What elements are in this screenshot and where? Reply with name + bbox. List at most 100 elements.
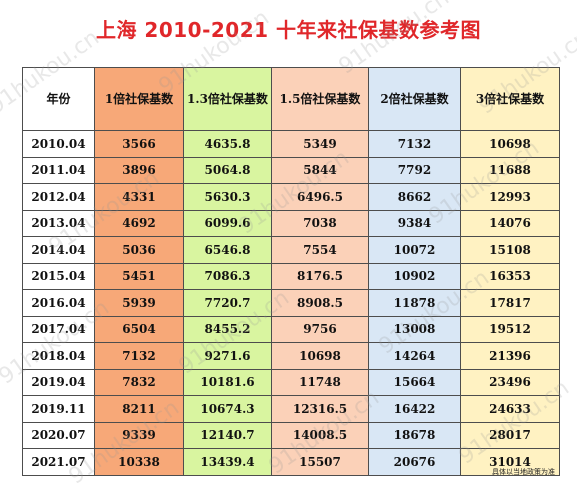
cell-year: 2013.04 <box>22 209 95 237</box>
table-row: 2018.04 7132 9271.6 10698 14264 21396 <box>22 342 560 370</box>
cell-1-3x-base: 5630.3 <box>183 183 272 211</box>
cell-1-3x-base: 5064.8 <box>183 156 272 184</box>
cell-3x-base: 21396 <box>460 342 560 370</box>
cell-1-5x-base: 7038 <box>271 209 369 237</box>
cell-year: 2021.07 <box>22 448 95 476</box>
cell-2x-base: 16422 <box>368 395 461 423</box>
cell-1x-base: 3566 <box>94 130 184 158</box>
cell-1x-base: 9339 <box>94 421 184 449</box>
cell-1x-base: 5451 <box>94 262 184 290</box>
cell-1-5x-base: 10698 <box>271 342 369 370</box>
footnote: 具体以当地政策为准 <box>492 468 555 476</box>
cell-1-3x-base: 9271.6 <box>183 342 272 370</box>
cell-year: 2014.04 <box>22 236 95 264</box>
cell-year: 2019.04 <box>22 368 95 396</box>
cell-year: 2017.04 <box>22 315 95 343</box>
cell-2x-base: 10902 <box>368 262 461 290</box>
cell-1-3x-base: 6546.8 <box>183 236 272 264</box>
cell-1-3x-base: 4635.8 <box>183 130 272 158</box>
cell-1-5x-base: 6496.5 <box>271 183 369 211</box>
cell-year: 2018.04 <box>22 342 95 370</box>
cell-1-5x-base: 11748 <box>271 368 369 396</box>
cell-1x-base: 5939 <box>94 289 184 317</box>
cell-1x-base: 7832 <box>94 368 184 396</box>
cell-3x-base: 16353 <box>460 262 560 290</box>
header-1x-base: 1倍社保基数 <box>94 67 184 131</box>
cell-year: 2011.04 <box>22 156 95 184</box>
cell-3x-base: 24633 <box>460 395 560 423</box>
cell-2x-base: 7132 <box>368 130 461 158</box>
cell-2x-base: 7792 <box>368 156 461 184</box>
table-row: 2014.04 5036 6546.8 7554 10072 15108 <box>22 236 560 264</box>
cell-3x-base: 15108 <box>460 236 560 264</box>
table-row: 2015.04 5451 7086.3 8176.5 10902 16353 <box>22 262 560 290</box>
cell-1-5x-base: 8176.5 <box>271 262 369 290</box>
table-row: 2011.04 3896 5064.8 5844 7792 11688 <box>22 156 560 184</box>
table-row: 2020.07 9339 12140.7 14008.5 18678 28017 <box>22 421 560 449</box>
cell-2x-base: 8662 <box>368 183 461 211</box>
cell-year: 2012.04 <box>22 183 95 211</box>
cell-1x-base: 4692 <box>94 209 184 237</box>
cell-year: 2019.11 <box>22 395 95 423</box>
cell-2x-base: 11878 <box>368 289 461 317</box>
cell-1x-base: 10338 <box>94 448 184 476</box>
cell-1-3x-base: 7720.7 <box>183 289 272 317</box>
cell-1x-base: 7132 <box>94 342 184 370</box>
table-row: 2021.07 10338 13439.4 15507 20676 31014 <box>22 448 560 476</box>
cell-1-3x-base: 6099.6 <box>183 209 272 237</box>
cell-2x-base: 13008 <box>368 315 461 343</box>
cell-2x-base: 10072 <box>368 236 461 264</box>
cell-3x-base: 12993 <box>460 183 560 211</box>
cell-3x-base: 31014 <box>460 448 560 476</box>
table-body: 2010.04 3566 4635.8 5349 7132 10698 2011.04 389… <box>22 130 560 476</box>
cell-1-5x-base: 5844 <box>271 156 369 184</box>
table-row: 2019.04 7832 10181.6 11748 15664 23496 <box>22 368 560 396</box>
page-title: 上海 2010-2021 十年来社保基数参考图 <box>95 18 482 42</box>
cell-1-3x-base: 13439.4 <box>183 448 272 476</box>
header-2x-base: 2倍社保基数 <box>368 67 461 131</box>
cell-1-3x-base: 12140.7 <box>183 421 272 449</box>
cell-1x-base: 5036 <box>94 236 184 264</box>
table-row: 2019.11 8211 10674.3 12316.5 16422 24633 <box>22 395 560 423</box>
cell-year: 2020.07 <box>22 421 95 449</box>
cell-3x-base: 17817 <box>460 289 560 317</box>
table-row: 2016.04 5939 7720.7 8908.5 11878 17817 <box>22 289 560 317</box>
cell-2x-base: 20676 <box>368 448 461 476</box>
cell-1x-base: 8211 <box>94 395 184 423</box>
social-security-base-table: 年份 1倍社保基数 1.3倍社保基数 1.5倍社保基数 2倍社保基数 3倍社保基… <box>22 67 560 476</box>
cell-3x-base: 11688 <box>460 156 560 184</box>
cell-year: 2015.04 <box>22 262 95 290</box>
header-1-5x-base: 1.5倍社保基数 <box>271 67 369 131</box>
cell-2x-base: 9384 <box>368 209 461 237</box>
table-row: 2012.04 4331 5630.3 6496.5 8662 12993 <box>22 183 560 211</box>
cell-year: 2016.04 <box>22 289 95 317</box>
header-3x-base: 3倍社保基数 <box>460 67 560 131</box>
cell-1x-base: 4331 <box>94 183 184 211</box>
cell-1-3x-base: 8455.2 <box>183 315 272 343</box>
cell-1-5x-base: 14008.5 <box>271 421 369 449</box>
cell-1-3x-base: 10181.6 <box>183 368 272 396</box>
header-1-3x-base: 1.3倍社保基数 <box>183 67 272 131</box>
table-row: 2013.04 4692 6099.6 7038 9384 14076 <box>22 209 560 237</box>
cell-1x-base: 6504 <box>94 315 184 343</box>
table-header-row: 年份 1倍社保基数 1.3倍社保基数 1.5倍社保基数 2倍社保基数 3倍社保基… <box>22 67 560 131</box>
cell-1-5x-base: 7554 <box>271 236 369 264</box>
cell-1x-base: 3896 <box>94 156 184 184</box>
cell-1-3x-base: 10674.3 <box>183 395 272 423</box>
cell-1-5x-base: 5349 <box>271 130 369 158</box>
cell-3x-base: 28017 <box>460 421 560 449</box>
cell-year: 2010.04 <box>22 130 95 158</box>
cell-1-5x-base: 8908.5 <box>271 289 369 317</box>
cell-2x-base: 14264 <box>368 342 461 370</box>
cell-3x-base: 14076 <box>460 209 560 237</box>
cell-3x-base: 23496 <box>460 368 560 396</box>
cell-1-5x-base: 15507 <box>271 448 369 476</box>
header-year: 年份 <box>22 67 95 131</box>
cell-1-5x-base: 12316.5 <box>271 395 369 423</box>
cell-3x-base: 19512 <box>460 315 560 343</box>
table-row: 2010.04 3566 4635.8 5349 7132 10698 <box>22 130 560 158</box>
cell-1-5x-base: 9756 <box>271 315 369 343</box>
cell-2x-base: 18678 <box>368 421 461 449</box>
cell-1-3x-base: 7086.3 <box>183 262 272 290</box>
cell-2x-base: 15664 <box>368 368 461 396</box>
